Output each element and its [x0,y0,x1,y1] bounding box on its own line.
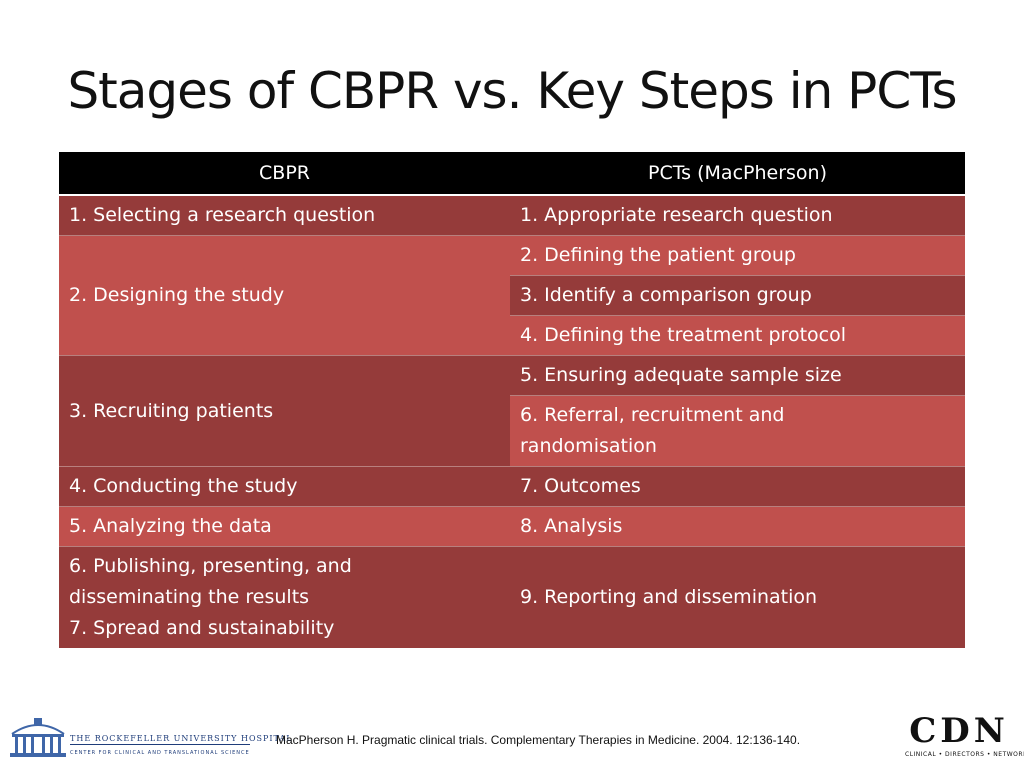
rockefeller-sub: CENTER FOR CLINICAL AND TRANSLATIONAL SC… [70,750,250,756]
comparison-table: CBPR PCTs (MacPherson) 1. Selecting a re… [59,152,965,648]
pct-cell: 3. Identify a comparison group [510,275,965,316]
cbpr-cell: 2. Designing the study [59,235,510,356]
cbpr-cell: 3. Recruiting patients [59,355,510,467]
cdn-letters: CDN [909,711,1009,751]
pct-cell: 4. Defining the treatment protocol [510,315,965,356]
pct-cell: 8. Analysis [510,506,965,547]
table-row: 4. Defining the treatment protocol [59,315,965,356]
pct-cell-line: 6. Referral, recruitment and [520,404,785,426]
table-row: 5. Analyzing the data 8. Analysis [59,506,965,547]
cbpr-cell: 1. Selecting a research question [59,194,510,236]
pct-cell: 6. Referral, recruitment and randomisati… [510,395,965,467]
pct-cell-line: randomisation [520,435,657,457]
pct-cell: 9. Reporting and dissemination [510,546,965,648]
table-row: 1. Selecting a research question 1. Appr… [59,194,965,236]
header-cbpr: CBPR [59,152,510,196]
table-row: 6. Publishing, presenting, and dissemina… [59,546,965,648]
rockefeller-logo: THE ROCKEFELLER UNIVERSITY HOSPITAL CENT… [8,712,292,762]
pct-cell: 1. Appropriate research question [510,194,965,236]
pct-cell: 5. Ensuring adequate sample size [510,355,965,396]
rockefeller-building-icon [10,718,66,757]
cbpr-cell: 6. Publishing, presenting, and dissemina… [59,546,510,648]
cdn-logo: CDN CLINICAL • DIRECTORS • NETWORK [905,711,1024,763]
table-row: 4. Conducting the study 7. Outcomes [59,466,965,507]
slide-title: Stages of CBPR vs. Key Steps in PCTs [67,62,957,120]
table-row: 3. Identify a comparison group [59,275,965,316]
cbpr-cell-line: 7. Spread and sustainability [69,617,335,639]
table-header-row: CBPR PCTs (MacPherson) [59,152,965,196]
rockefeller-name: THE ROCKEFELLER UNIVERSITY HOSPITAL [70,734,293,743]
cbpr-cell: 4. Conducting the study [59,466,510,507]
pct-cell: 2. Defining the patient group [510,235,965,276]
cdn-sub: CLINICAL • DIRECTORS • NETWORK [905,751,1024,758]
table-row: 3. Recruiting patients 5. Ensuring adequ… [59,355,965,467]
cbpr-cell-line: disseminating the results [69,586,310,608]
table-row: 6. Referral, recruitment and randomisati… [59,395,965,467]
header-pcts: PCTs (MacPherson) [510,152,965,196]
table-row: 2. Designing the study 2. Defining the p… [59,235,965,356]
cbpr-cell: 5. Analyzing the data [59,506,510,547]
cbpr-cell-line: 6. Publishing, presenting, and [69,555,352,577]
pct-cell: 7. Outcomes [510,466,965,507]
logo-divider [70,744,250,745]
citation: MacPherson H. Pragmatic clinical trials.… [276,733,801,747]
